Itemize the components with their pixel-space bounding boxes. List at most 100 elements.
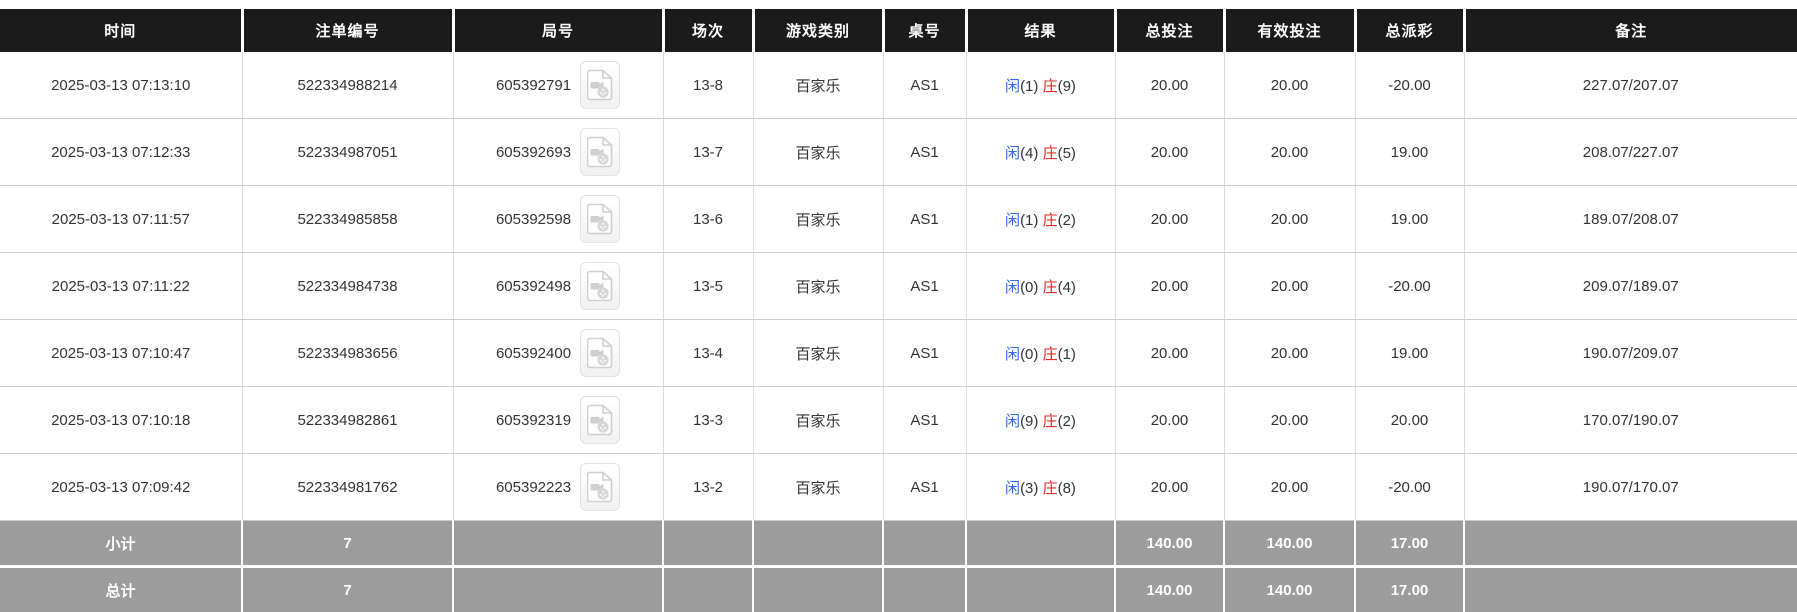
round-group: 605392598 [496,195,620,243]
cell-session: 13-8 [663,52,753,119]
video-replay-button[interactable] [580,262,620,310]
cell-time: 2025-03-13 07:11:22 [0,253,242,320]
cell-round: 605392498 [453,253,663,320]
cell-round: 605392400 [453,320,663,387]
column-header-remark: 备注 [1464,9,1797,52]
cell-remark: 190.07/170.07 [1464,454,1797,521]
cell-result: 闲(4) 庄(5) [966,119,1115,186]
grand-total-cell-game-type [753,567,883,612]
subtotal-cell-payout: 17.00 [1355,521,1464,567]
cell-valid-bet: 20.00 [1224,186,1355,253]
cell-total-bet: 20.00 [1115,119,1224,186]
cell-game-type: 百家乐 [753,119,883,186]
column-header-game-type: 游戏类别 [753,9,883,52]
round-number: 605392498 [496,278,571,295]
round-group: 605392400 [496,329,620,377]
result-banker-label: 庄 [1043,145,1058,162]
cell-valid-bet: 20.00 [1224,253,1355,320]
result-banker-score: (2) [1058,212,1076,229]
cell-valid-bet: 20.00 [1224,387,1355,454]
cell-valid-bet: 20.00 [1224,119,1355,186]
grand-total-cell-count: 7 [242,567,453,612]
video-replay-button[interactable] [580,396,620,444]
video-file-icon [587,69,613,101]
subtotal-cell-round [453,521,663,567]
cell-bet-id: 522334983656 [242,320,453,387]
result-player-score: (0) [1020,346,1038,363]
cell-payout: -20.00 [1355,52,1464,119]
video-replay-button[interactable] [580,128,620,176]
cell-session: 13-5 [663,253,753,320]
cell-bet-id: 522334981762 [242,454,453,521]
grand-total-cell-payout: 17.00 [1355,567,1464,612]
cell-remark: 209.07/189.07 [1464,253,1797,320]
result-banker-score: (4) [1058,279,1076,296]
cell-bet-id: 522334985858 [242,186,453,253]
round-number: 605392693 [496,144,571,161]
cell-session: 13-6 [663,186,753,253]
cell-result: 闲(1) 庄(2) [966,186,1115,253]
result-player-label: 闲 [1005,145,1020,162]
cell-valid-bet: 20.00 [1224,320,1355,387]
cell-game-type: 百家乐 [753,387,883,454]
result-banker-label: 庄 [1043,480,1058,497]
cell-table-no: AS1 [883,320,966,387]
cell-table-no: AS1 [883,454,966,521]
header-row: 时间注单编号局号场次游戏类别桌号结果总投注有效投注总派彩备注 [0,9,1797,52]
video-file-icon [587,136,613,168]
result-player-score: (1) [1020,212,1038,229]
subtotal-cell-total-bet: 140.00 [1115,521,1224,567]
cell-game-type: 百家乐 [753,454,883,521]
cell-total-bet: 20.00 [1115,186,1224,253]
cell-payout: 19.00 [1355,119,1464,186]
cell-table-no: AS1 [883,387,966,454]
subtotal-cell-label: 小计 [0,521,242,567]
result-player-label: 闲 [1005,279,1020,296]
column-header-payout: 总派彩 [1355,9,1464,52]
video-replay-button[interactable] [580,61,620,109]
cell-bet-id: 522334988214 [242,52,453,119]
cell-bet-id: 522334982861 [242,387,453,454]
cell-bet-id: 522334984738 [242,253,453,320]
result-player-score: (9) [1020,413,1038,430]
round-number: 605392598 [496,211,571,228]
cell-time: 2025-03-13 07:10:18 [0,387,242,454]
video-file-icon [587,337,613,369]
video-replay-button[interactable] [580,463,620,511]
cell-payout: 20.00 [1355,387,1464,454]
cell-time: 2025-03-13 07:11:57 [0,186,242,253]
subtotal-cell-count: 7 [242,521,453,567]
grand-total-cell-label: 总计 [0,567,242,612]
column-header-valid-bet: 有效投注 [1224,9,1355,52]
cell-session: 13-2 [663,454,753,521]
grand-total-cell-table-no [883,567,966,612]
grand-total-cell-valid-bet: 140.00 [1224,567,1355,612]
subtotal-cell-game-type [753,521,883,567]
table-header: 时间注单编号局号场次游戏类别桌号结果总投注有效投注总派彩备注 [0,9,1797,52]
cell-time: 2025-03-13 07:10:47 [0,320,242,387]
result-player-label: 闲 [1005,480,1020,497]
result-banker-label: 庄 [1043,413,1058,430]
cell-payout: -20.00 [1355,253,1464,320]
cell-remark: 190.07/209.07 [1464,320,1797,387]
cell-valid-bet: 20.00 [1224,454,1355,521]
cell-round: 605392598 [453,186,663,253]
subtotal-cell-remark [1464,521,1797,567]
result-player-label: 闲 [1005,78,1020,95]
result-banker-label: 庄 [1043,78,1058,95]
video-replay-button[interactable] [580,329,620,377]
result-player-score: (3) [1020,480,1038,497]
column-header-time: 时间 [0,9,242,52]
grand-total-cell-session [663,567,753,612]
column-header-total-bet: 总投注 [1115,9,1224,52]
cell-result: 闲(9) 庄(2) [966,387,1115,454]
subtotal-cell-session [663,521,753,567]
cell-round: 605392319 [453,387,663,454]
video-replay-button[interactable] [580,195,620,243]
result-banker-label: 庄 [1043,279,1058,296]
